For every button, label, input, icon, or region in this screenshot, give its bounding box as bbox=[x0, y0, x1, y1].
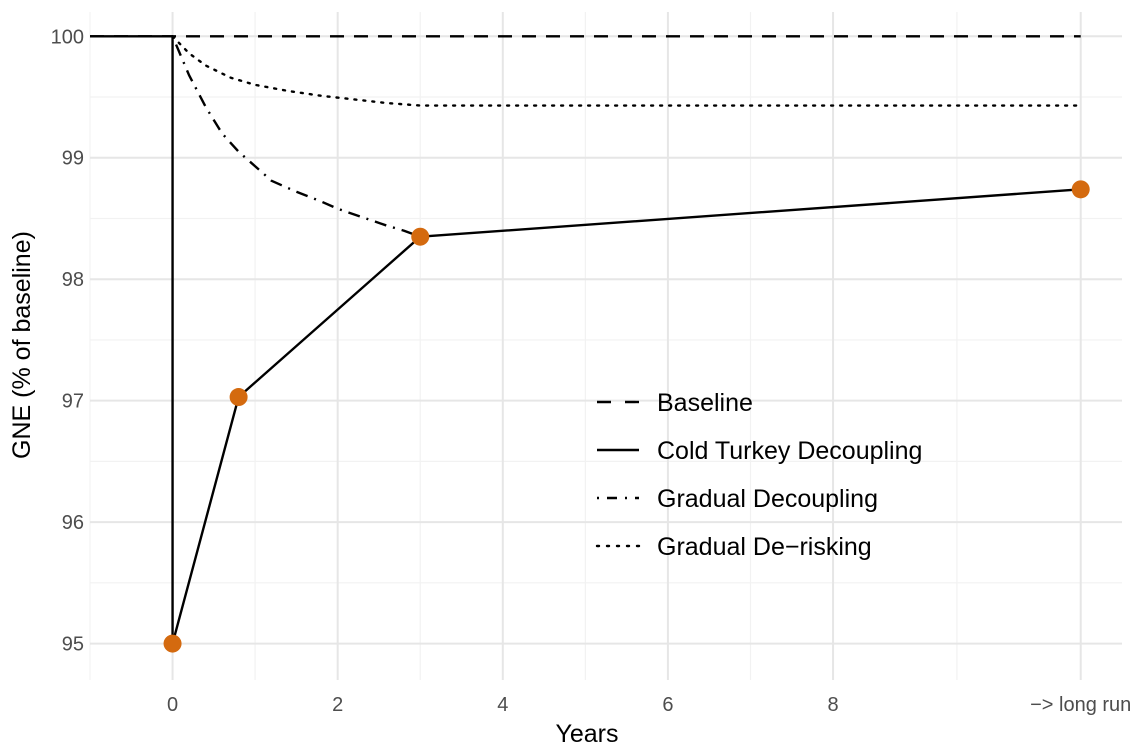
y-tick-label: 99 bbox=[62, 148, 84, 170]
x-tick-label: 4 bbox=[497, 694, 508, 716]
data-point-marker bbox=[411, 227, 430, 246]
legend: Baseline Cold Turkey Decoupling Gradual De… bbox=[595, 389, 922, 561]
data-point-marker bbox=[1071, 180, 1090, 199]
marker-layer bbox=[163, 180, 1090, 653]
series-line-2 bbox=[171, 35, 421, 238]
series-line-3 bbox=[171, 35, 1082, 107]
series-line-1 bbox=[90, 35, 1081, 645]
y-tick-label: 95 bbox=[62, 634, 84, 656]
x-tick-label: 6 bbox=[662, 694, 673, 716]
x-tick-label: −> long run bbox=[1030, 694, 1131, 716]
y-tick-label: 98 bbox=[62, 269, 84, 291]
y-tick-label: 96 bbox=[62, 512, 84, 534]
legend-label-2: Gradual Decoupling bbox=[657, 485, 878, 513]
y-axis-title: GNE (% of baseline) bbox=[8, 231, 36, 459]
data-point-marker bbox=[229, 388, 248, 407]
y-tick-label: 97 bbox=[62, 391, 84, 413]
y-tick-label: 100 bbox=[51, 26, 84, 48]
legend-label-1: Cold Turkey Decoupling bbox=[657, 437, 922, 465]
x-axis-title: Years bbox=[555, 720, 618, 748]
legend-label-3: Gradual De−risking bbox=[657, 533, 872, 561]
data-point-marker bbox=[163, 634, 182, 653]
x-tick-label: 0 bbox=[167, 694, 178, 716]
grid-layer bbox=[89, 12, 1122, 680]
axis-layer: 0 2 4 6 8 −> long run 95 96 97 98 99 100 bbox=[51, 26, 1132, 716]
x-tick-label: 2 bbox=[332, 694, 343, 716]
legend-label-0: Baseline bbox=[657, 389, 753, 417]
x-tick-label: 8 bbox=[827, 694, 838, 716]
series-layer bbox=[90, 35, 1082, 645]
